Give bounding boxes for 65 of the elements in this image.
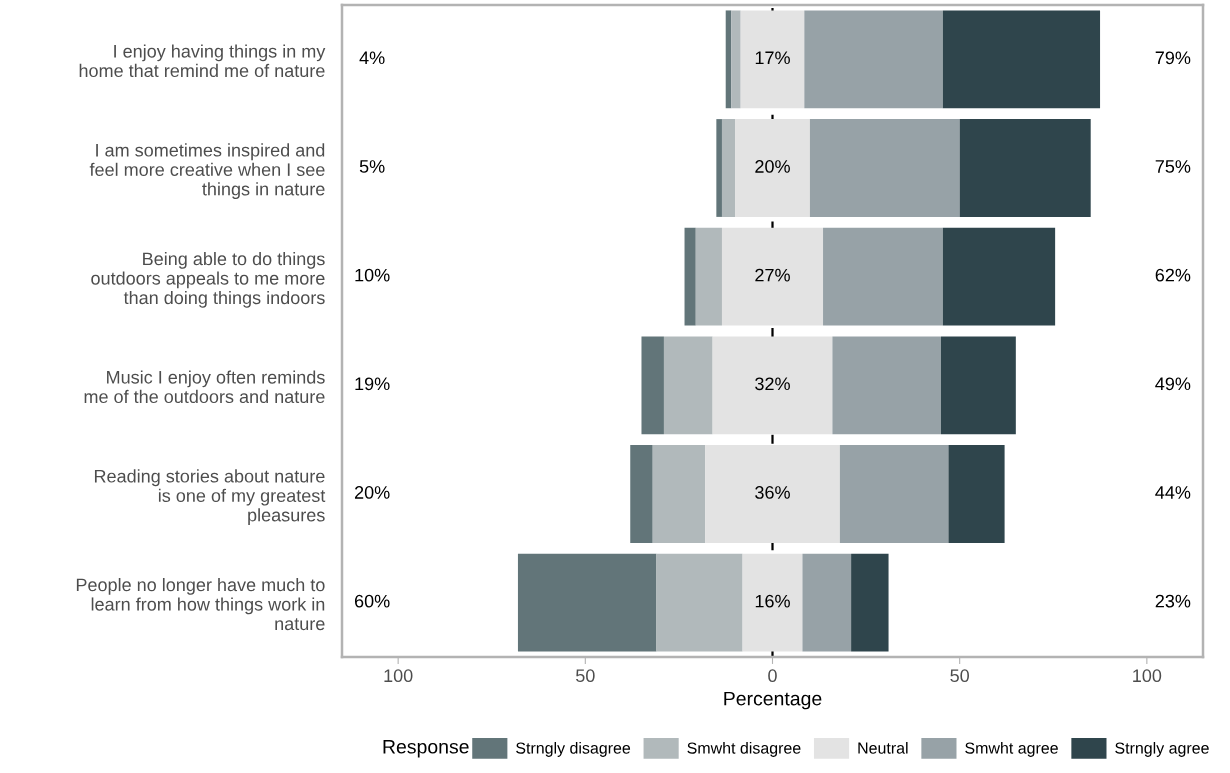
bar (742, 553, 803, 652)
legend-label: Strngly agree (1115, 742, 1209, 757)
y-tick-label: People no longer have much to learn from how things work in nature (76, 577, 325, 631)
data-label: 36% (755, 486, 790, 499)
bar (712, 336, 833, 435)
bar (630, 445, 653, 543)
bar (851, 553, 889, 652)
bar (802, 553, 852, 652)
data-label: 16% (755, 594, 790, 608)
y-tick-label: Music I enjoy often reminds me of the outdoors and nature (84, 370, 325, 404)
data-label: 27% (755, 268, 790, 282)
annotation: 79% (1155, 51, 1191, 65)
bar (809, 119, 960, 217)
annotation: 23% (1155, 594, 1191, 608)
y-tick-label: Reading stories about nature is one of my greatest pleasures (94, 469, 326, 526)
annotation: 44% (1155, 486, 1191, 499)
annotation: 75% (1155, 160, 1191, 173)
bar (839, 445, 949, 543)
data-label: 20% (755, 160, 790, 173)
bar (735, 119, 810, 217)
bar (721, 119, 736, 217)
y-tick-label: Being able to do things outdoors appeals to me more than doing things indoors (91, 251, 325, 308)
y-tick-label: I am sometimes inspired and feel more creative when I see things in nature (89, 143, 325, 200)
bar (721, 227, 824, 326)
bar (517, 553, 657, 652)
y-tick-label: I enjoy having things in my home that remind me of nature (79, 44, 326, 78)
bar (705, 445, 840, 543)
annotation: 20% (354, 486, 390, 499)
data-label: 17% (755, 51, 790, 65)
annotation: 49% (1155, 377, 1191, 391)
bar (942, 10, 1101, 109)
x-tick-label: 0 (768, 669, 777, 683)
bar (948, 445, 1005, 543)
bar (695, 227, 722, 326)
bar (804, 10, 943, 109)
bar (823, 227, 943, 326)
bar (740, 10, 805, 109)
x-tick-label: 100 (384, 669, 413, 683)
bar (663, 336, 713, 435)
annotation: 60% (354, 594, 390, 608)
annotation: 4% (359, 51, 385, 65)
bar (656, 553, 743, 652)
annotation: 62% (1155, 268, 1191, 282)
bar (641, 336, 664, 435)
data-label: 32% (755, 377, 790, 391)
bar (832, 336, 941, 435)
x-tick-label: 100 (1133, 669, 1162, 683)
bar (652, 445, 706, 543)
bar (731, 10, 741, 109)
x-tick-label: 50 (950, 669, 970, 683)
legend-label: Strngly disagree (516, 742, 631, 757)
bar (716, 119, 722, 217)
bar (959, 119, 1091, 217)
annotation: 5% (359, 160, 385, 173)
legend-label: Smwht disagree (687, 742, 801, 757)
bar (684, 227, 696, 326)
legend-title: Response (383, 740, 469, 758)
annotation: 19% (355, 377, 390, 391)
legend-label: Smwht agree (965, 742, 1058, 757)
legend-label: Neutral (858, 742, 908, 754)
bar (942, 227, 1056, 326)
x-tick-label: 50 (576, 669, 595, 683)
bar (940, 336, 1016, 435)
x-axis-title: Percentage (724, 691, 822, 710)
annotation: 10% (355, 268, 390, 282)
